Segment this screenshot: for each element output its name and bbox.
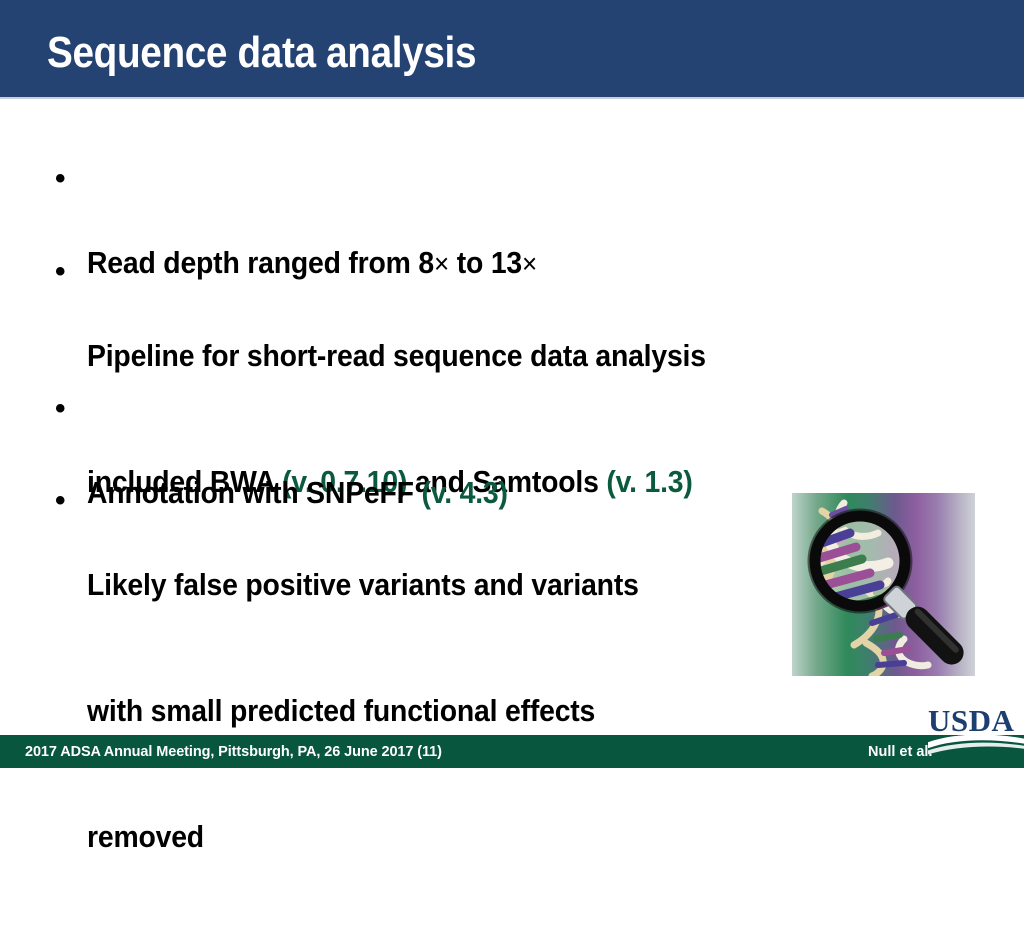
bullet-line: Read depth ranged from 8× to 13× <box>87 242 801 285</box>
version-tag-snpeff: (v. 4.3) <box>421 476 508 510</box>
bullet-span: removed <box>87 820 204 854</box>
footer-bar <box>0 735 1024 768</box>
bullet-span: with small predicted functional effects <box>87 694 596 728</box>
slide-body: • Read depth ranged from 8× to 13× • Pip… <box>0 108 1024 854</box>
bullet-span: Pipeline for short-read sequence data an… <box>87 339 706 373</box>
bullet-marker-icon: • <box>55 255 66 288</box>
bullet-marker-icon: • <box>55 392 66 425</box>
bullet-marker-icon: • <box>55 162 66 195</box>
footer-meeting-info: 2017 ADSA Annual Meeting, Pittsburgh, PA… <box>25 744 442 760</box>
bullet-span: Annotation with SNPeFF <box>87 476 422 510</box>
bullet-line: Annotation with SNPeFF (v. 4.3) <box>87 472 801 514</box>
bullet-line: with small predicted functional effects <box>87 690 764 732</box>
usda-logo: USDA <box>928 703 1024 755</box>
bullet-item-2: • Pipeline for short-read sequence data … <box>55 251 935 587</box>
bullet-span: Likely false positive variants and varia… <box>87 568 639 602</box>
footer-authors: Null et al. <box>868 744 933 760</box>
bullet-span: Read depth ranged from 8 <box>87 246 435 280</box>
bullet-item-3: • Annotation with SNPeFF (v. 4.3) <box>55 388 855 598</box>
slide-title-bar <box>0 0 1024 97</box>
version-tag-bwa: (v. 0.7.10) <box>282 465 408 499</box>
multiplication-sign: × <box>522 248 538 279</box>
bullet-line: Pipeline for short-read sequence data an… <box>87 335 876 377</box>
title-bar-underline <box>0 97 1024 99</box>
bullet-item-1-text: Read depth ranged from 8× to 13× <box>87 158 801 369</box>
bullet-item-4-text: Likely false positive variants and varia… <box>87 480 764 942</box>
multiplication-sign: × <box>434 248 450 279</box>
bullet-span: and Samtools <box>407 465 607 499</box>
bullet-span: to 13 <box>449 246 523 280</box>
bullet-item-3-text: Annotation with SNPeFF (v. 4.3) <box>87 388 801 598</box>
bullet-line: included BWA (v. 0.7.10) and Samtools (v… <box>87 461 876 503</box>
dna-magnifier-illustration <box>792 493 975 676</box>
version-tag-samtools: (v. 1.3) <box>606 465 693 499</box>
bullet-item-1: • Read depth ranged from 8× to 13× <box>55 158 855 369</box>
bullet-span: included BWA <box>87 465 283 499</box>
bullet-line: Likely false positive variants and varia… <box>87 564 764 606</box>
bullet-line: removed <box>87 816 764 858</box>
bullet-marker-icon: • <box>55 484 66 517</box>
bullet-item-2-text: Pipeline for short-read sequence data an… <box>87 251 876 587</box>
usda-logo-wordmark: USDA <box>928 703 1015 738</box>
bullet-item-4: • Likely false positive variants and var… <box>55 480 815 942</box>
page-title: Sequence data analysis <box>47 28 477 77</box>
